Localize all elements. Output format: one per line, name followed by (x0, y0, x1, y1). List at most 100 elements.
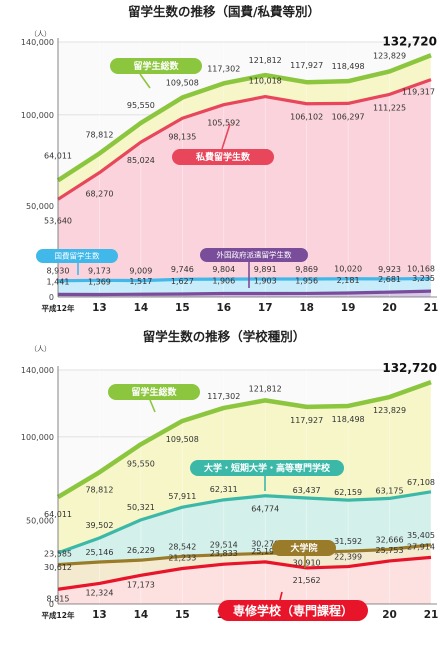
chart1-data-label: 9,746 (171, 265, 194, 274)
chart1-title: 留学生数の推移（国費/私費等別） (128, 4, 320, 19)
chart-by-school-type: 留学生数の推移（学校種別） （人） 0 50,000 100,000 140,000 平… (21, 329, 438, 621)
chart1-line-2 (57, 276, 432, 283)
chart1-data-label: 9,009 (129, 267, 152, 276)
chart1-x-tick-label: 16 (216, 302, 231, 314)
chart2-x-tick-label: 13 (92, 609, 107, 621)
chart1-line-1 (57, 78, 432, 201)
chart2-data-label: 57,911 (168, 492, 196, 501)
chart1-data-label: 10,020 (334, 265, 362, 274)
chart2-legend-pill (108, 384, 200, 400)
chart1-data-label: 9,804 (212, 265, 235, 274)
chart1-data-label: 118,498 (332, 62, 365, 71)
chart2-data-label: 23,585 (44, 550, 72, 559)
chart2-legend-label: 留学生総数 (131, 386, 177, 398)
chart1-band-0 (58, 55, 431, 200)
chart2-data-label: 26,229 (127, 546, 155, 555)
chart2-data-label: 121,812 (249, 384, 282, 393)
chart1-x-tick-label: 14 (134, 302, 149, 314)
chart1-legend-pill (36, 249, 118, 263)
chart1-x-tick-label: 13 (92, 302, 107, 314)
chart1-legend-label: 国費留学生数 (55, 251, 100, 261)
chart2-data-label: 25,146 (85, 548, 113, 557)
chart2-data-label: 117,927 (290, 416, 323, 425)
chart1-legend-pill (200, 248, 308, 262)
chart2-data-label: 30,612 (44, 563, 72, 572)
chart2-data-label: 25,197 (251, 547, 279, 556)
chart1-x-tick-label: 19 (341, 302, 356, 314)
chart1-data-label: 68,270 (85, 190, 113, 199)
chart2-data-label: 132,720 (382, 361, 437, 375)
chart2-legend-pill (272, 540, 336, 556)
chart1-plot-area: 0 50,000 100,000 140,000 平成12年 13 14 15 16 17 18 19… (21, 34, 438, 314)
chart2-line-2 (57, 543, 432, 567)
chart1-data-label: 95,550 (127, 101, 155, 110)
chart2-data-label: 109,508 (166, 435, 199, 444)
chart2-legend-1: 大学・短期大学・高等専門学校 (190, 460, 344, 491)
chart2-data-label: 67,108 (407, 478, 435, 487)
chart1-x-tick-label: 20 (382, 302, 397, 314)
chart1-data-label: 117,302 (207, 64, 240, 73)
chart2-band-2 (58, 544, 431, 590)
chart2-x-tick-label: 平成12年 (42, 610, 75, 620)
chart1-legend-label: 私費留学生数 (195, 151, 251, 163)
chart1-x-tick-label: 21 (424, 302, 439, 314)
chart1-x-tick-label: 17 (258, 302, 273, 314)
chart1-data-label: 9,173 (88, 266, 111, 275)
chart2-x-tick-label: 21 (424, 609, 439, 621)
chart1-legend-pointer (221, 123, 231, 150)
chart1-data-label: 1,517 (129, 277, 152, 286)
chart2-legend-pill (190, 460, 344, 476)
chart2-data-label: 78,812 (85, 485, 113, 494)
chart1-data-label: 53,640 (44, 216, 72, 225)
chart1-data-label: 9,891 (254, 265, 277, 274)
chart1-legend-label: 留学生総数 (133, 60, 179, 72)
chart2-legend-label: 専修学校（専門課程） (233, 603, 353, 618)
chart1-data-label: 10,168 (407, 264, 435, 273)
chart2-x-tick-label: 20 (382, 609, 397, 621)
chart2-y-tick-label: 140,000 (21, 366, 54, 375)
chart2-legend-3: 専修学校（専門課程） (218, 591, 368, 621)
chart2-data-label: 28,542 (168, 542, 196, 551)
chart1-data-label: 1,903 (254, 277, 277, 286)
chart1-data-label: 9,869 (295, 265, 318, 274)
chart2-data-label: 62,159 (334, 488, 362, 497)
chart2-data-label: 12,324 (85, 588, 113, 597)
chart2-data-label: 23,833 (210, 549, 238, 558)
chart2-data-label: 39,502 (85, 521, 113, 530)
chart2-legend-pointer (279, 591, 283, 601)
chart2-data-label: 63,437 (293, 486, 321, 495)
chart2-legend-pointer (149, 399, 156, 413)
chart1-data-label: 119,317 (402, 88, 435, 97)
chart1-data-label: 106,297 (332, 112, 365, 121)
chart1-data-label: 105,592 (207, 119, 240, 128)
chart1-data-label: 85,024 (127, 156, 155, 165)
chart2-data-label: 50,321 (127, 503, 155, 512)
chart1-data-label: 9,923 (378, 265, 401, 274)
chart2-line-0 (56, 380, 432, 499)
chart1-y-tick-label: 100,000 (21, 111, 54, 120)
chart2-data-label: 63,175 (376, 486, 404, 495)
chart1-legend-pointer (139, 73, 151, 89)
chart2-data-label: 25,753 (376, 546, 404, 555)
chart1-legend-3: 外国政府派遣留学生数 (200, 248, 308, 288)
chart1-data-label: 1,906 (212, 277, 235, 286)
chart1-x-tick-label: 平成12年 (42, 303, 75, 313)
chart2-data-label: 21,233 (168, 554, 196, 563)
chart2-unit: （人） (30, 345, 51, 353)
chart1-legend-2: 国費留学生数 (36, 249, 118, 275)
chart2-y-tick-label: 100,000 (21, 433, 54, 442)
chart1-data-label: 78,812 (85, 130, 113, 139)
chart2-data-label: 22,399 (334, 553, 362, 562)
chart1-data-label: 1,627 (171, 277, 194, 286)
chart2-data-label: 30,278 (251, 539, 279, 548)
chart1-data-label: 1,956 (295, 276, 318, 285)
chart2-data-label: 21,562 (293, 576, 321, 585)
chart1-band-2 (58, 278, 431, 295)
chart1-line-0 (56, 53, 432, 183)
chart1-band-1 (58, 79, 431, 281)
chart2-x-tick-label: 14 (134, 609, 149, 621)
chart2-legend-label: 大学院 (290, 542, 317, 554)
chart2-band-1 (58, 491, 431, 565)
chart-by-funding: 留学生数の推移（国費/私費等別） （人） 0 50,000 100,000 140,0… (21, 4, 438, 314)
chart2-data-label: 64,011 (44, 510, 72, 519)
